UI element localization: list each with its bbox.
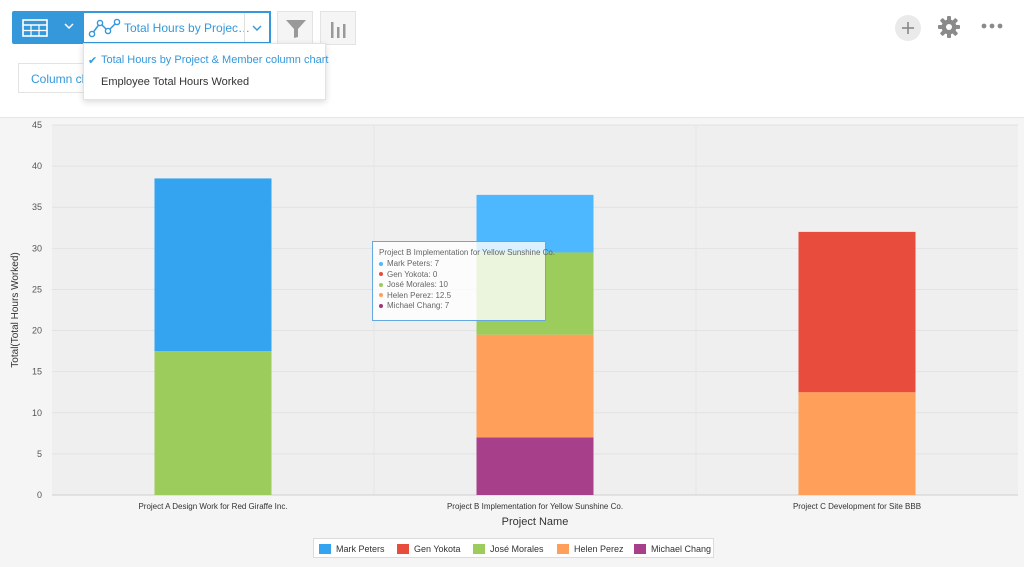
graph-button[interactable] bbox=[320, 11, 356, 45]
chart-dropdown-menu: ✔ Total Hours by Project & Member column… bbox=[83, 43, 329, 100]
plus-icon bbox=[902, 22, 914, 34]
line-chart-icon bbox=[88, 18, 121, 38]
bar-segment bbox=[154, 351, 272, 495]
x-tick-label: Project A Design Work for Red Giraffe In… bbox=[138, 502, 287, 511]
ellipsis-icon bbox=[981, 23, 1003, 29]
tooltip-row-text: Mark Peters: 7 bbox=[387, 259, 440, 268]
dropdown-item-label: Employee Total Hours Worked bbox=[101, 76, 250, 88]
chart-selector-label: Total Hours by Projec… bbox=[124, 21, 251, 35]
stacked-column-chart: 0 5 10 15 20 25 30 35 40 45 Project A Design Work … bbox=[10, 120, 1018, 528]
y-tick-label: 0 bbox=[37, 490, 42, 500]
x-axis-title: Project Name bbox=[502, 516, 569, 528]
filter-button[interactable] bbox=[277, 11, 313, 45]
gear-icon bbox=[938, 16, 960, 38]
tooltip-row: Michael Chang: 7 bbox=[379, 301, 545, 312]
tooltip-row-text: Helen Perez: 12.5 bbox=[387, 290, 452, 300]
funnel-icon bbox=[286, 20, 306, 38]
chart-legend: Mark Peters Gen Yokota José Morales Hele… bbox=[313, 538, 714, 558]
series-dot bbox=[379, 261, 383, 266]
series-dot bbox=[379, 303, 383, 308]
tooltip-row-text: José Morales: 10 bbox=[387, 280, 448, 289]
bar-segment bbox=[798, 392, 916, 495]
series-dot bbox=[379, 293, 383, 298]
y-tick-label: 35 bbox=[32, 202, 42, 212]
legend-label: Helen Perez bbox=[574, 544, 624, 554]
more-options-button[interactable] bbox=[980, 19, 1004, 33]
tooltip-row: Mark Peters: 7 bbox=[379, 259, 545, 270]
bar-graph-icon bbox=[331, 22, 346, 38]
y-tick-label: 40 bbox=[32, 161, 42, 171]
y-tick-label: 5 bbox=[37, 449, 42, 459]
legend-swatch bbox=[397, 544, 409, 554]
y-axis-title: Total(Total Hours Worked) bbox=[10, 252, 21, 367]
y-tick-label: 15 bbox=[32, 367, 42, 377]
tooltip-row-text: Gen Yokota: 0 bbox=[387, 269, 438, 279]
chevron-down-icon bbox=[252, 25, 262, 31]
legend-swatch bbox=[319, 544, 331, 554]
chart-area: 0 5 10 15 20 25 30 35 40 45 Project A Design Work … bbox=[0, 117, 1024, 567]
settings-button[interactable] bbox=[937, 15, 961, 39]
chart-selector[interactable]: Total Hours by Projec… bbox=[82, 11, 271, 44]
bar-segment bbox=[476, 437, 594, 495]
legend-swatch bbox=[634, 544, 646, 554]
y-tick-label: 25 bbox=[32, 284, 42, 294]
add-button[interactable] bbox=[895, 15, 921, 41]
divider bbox=[244, 13, 245, 42]
legend-swatch bbox=[557, 544, 569, 554]
x-tick-label: Project B Implementation for Yellow Suns… bbox=[447, 502, 623, 511]
tooltip-row: José Morales: 10 bbox=[379, 280, 545, 291]
bar-segment bbox=[154, 178, 272, 352]
chevron-down-icon bbox=[64, 23, 74, 30]
legend-label: Gen Yokota bbox=[414, 544, 461, 554]
series-dot bbox=[379, 272, 383, 277]
legend-label: Michael Chang bbox=[651, 544, 712, 554]
legend-label: José Morales bbox=[490, 544, 544, 554]
chart-tooltip: Project B Implementation for Yellow Suns… bbox=[372, 241, 556, 321]
tooltip-title: Project B Implementation for Yellow Suns… bbox=[379, 248, 556, 257]
bar-segment bbox=[476, 334, 594, 438]
dropdown-item-employee-total-hours[interactable]: Employee Total Hours Worked bbox=[84, 73, 327, 95]
tooltip-row: Gen Yokota: 0 bbox=[379, 270, 545, 281]
y-tick-label: 10 bbox=[32, 408, 42, 418]
checkmark-icon: ✔ bbox=[88, 55, 98, 67]
dropdown-item-total-hours-by-project[interactable]: ✔ Total Hours by Project & Member column… bbox=[84, 51, 329, 73]
view-switch-button[interactable] bbox=[12, 11, 82, 44]
tooltip-row-text: Michael Chang: 7 bbox=[387, 301, 450, 310]
dropdown-item-label: Total Hours by Project & Member column c… bbox=[101, 54, 329, 66]
tooltip-row: Helen Perez: 12.5 bbox=[379, 291, 545, 302]
y-tick-label: 20 bbox=[32, 326, 42, 336]
y-tick-label: 30 bbox=[32, 243, 42, 253]
series-dot bbox=[379, 282, 383, 287]
y-tick-label: 45 bbox=[32, 120, 42, 130]
bar-segment bbox=[798, 231, 916, 393]
x-tick-label: Project C Development for Site BBB bbox=[793, 502, 921, 511]
legend-label: Mark Peters bbox=[336, 544, 385, 554]
table-icon bbox=[22, 19, 48, 37]
legend-swatch bbox=[473, 544, 485, 554]
